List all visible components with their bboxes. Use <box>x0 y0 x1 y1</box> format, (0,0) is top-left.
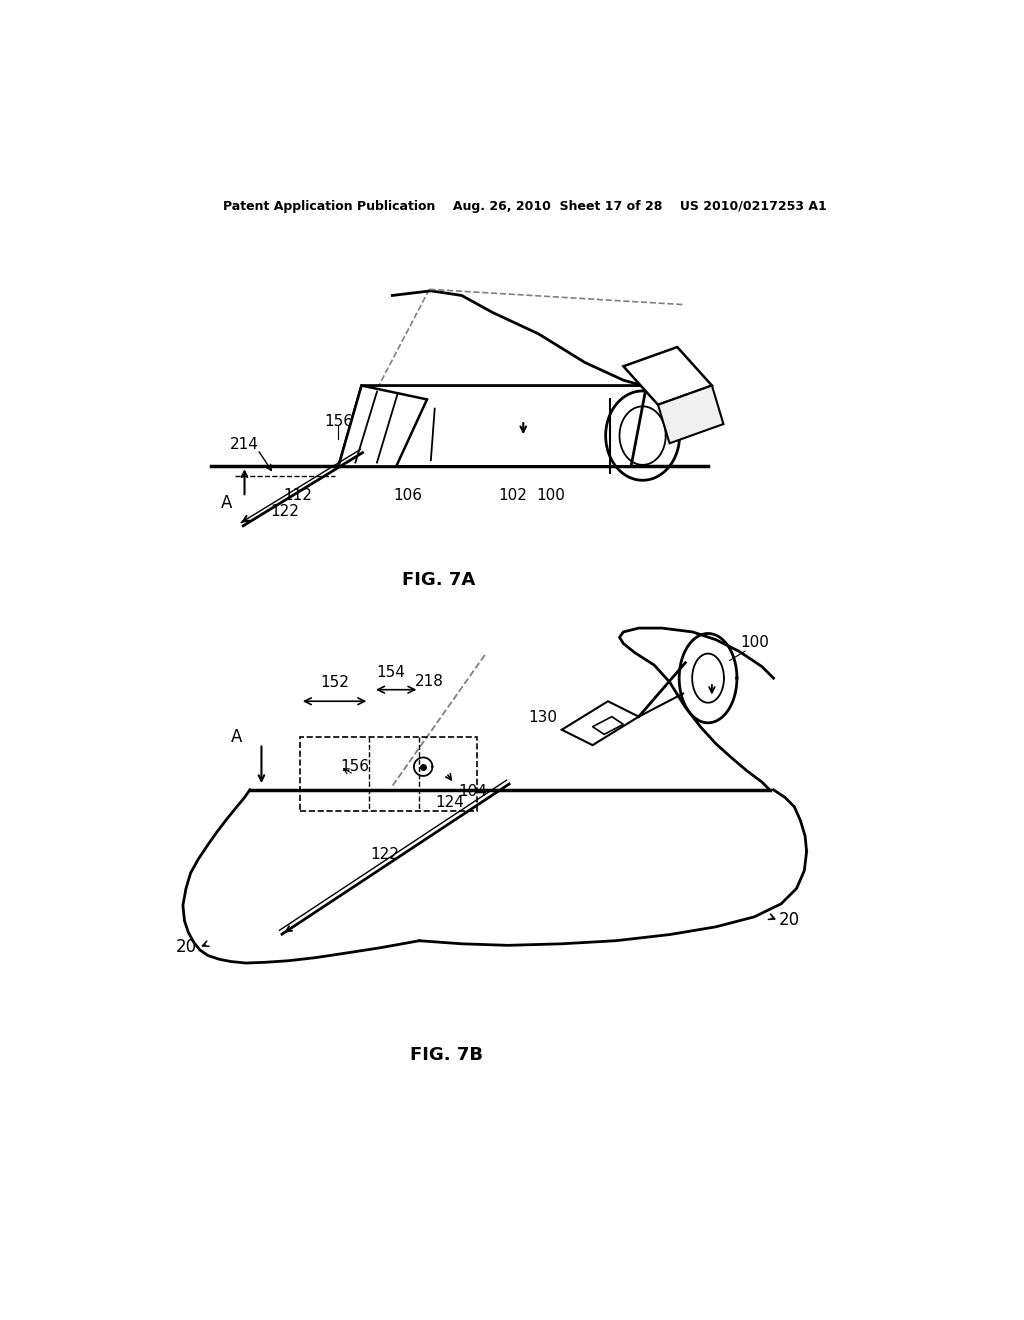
Text: 152: 152 <box>321 676 349 690</box>
Text: Patent Application Publication    Aug. 26, 2010  Sheet 17 of 28    US 2010/02172: Patent Application Publication Aug. 26, … <box>223 199 826 213</box>
Text: 154: 154 <box>377 664 406 680</box>
Text: 104: 104 <box>459 784 487 799</box>
Polygon shape <box>339 385 427 466</box>
Text: 124: 124 <box>435 795 465 809</box>
Text: 20: 20 <box>175 937 197 956</box>
Polygon shape <box>339 385 646 466</box>
Text: 100: 100 <box>537 488 565 503</box>
Text: 218: 218 <box>415 673 443 689</box>
Text: 112: 112 <box>284 488 312 503</box>
Polygon shape <box>562 701 639 744</box>
Text: 130: 130 <box>528 710 557 725</box>
Text: 156: 156 <box>324 414 353 429</box>
Text: A: A <box>231 729 243 746</box>
Polygon shape <box>658 385 724 444</box>
Text: FIG. 7B: FIG. 7B <box>410 1047 482 1064</box>
Text: 106: 106 <box>393 488 422 503</box>
Text: 214: 214 <box>230 437 259 453</box>
Text: 20: 20 <box>779 911 800 928</box>
Text: 156: 156 <box>340 759 369 774</box>
Text: 100: 100 <box>739 635 769 651</box>
Text: A: A <box>221 495 232 512</box>
Polygon shape <box>624 347 712 405</box>
Text: 122: 122 <box>270 503 299 519</box>
Bar <box>300 738 477 810</box>
Polygon shape <box>593 717 624 734</box>
Text: 122: 122 <box>371 847 399 862</box>
Text: 102: 102 <box>498 488 527 503</box>
Text: FIG. 7A: FIG. 7A <box>402 572 475 589</box>
